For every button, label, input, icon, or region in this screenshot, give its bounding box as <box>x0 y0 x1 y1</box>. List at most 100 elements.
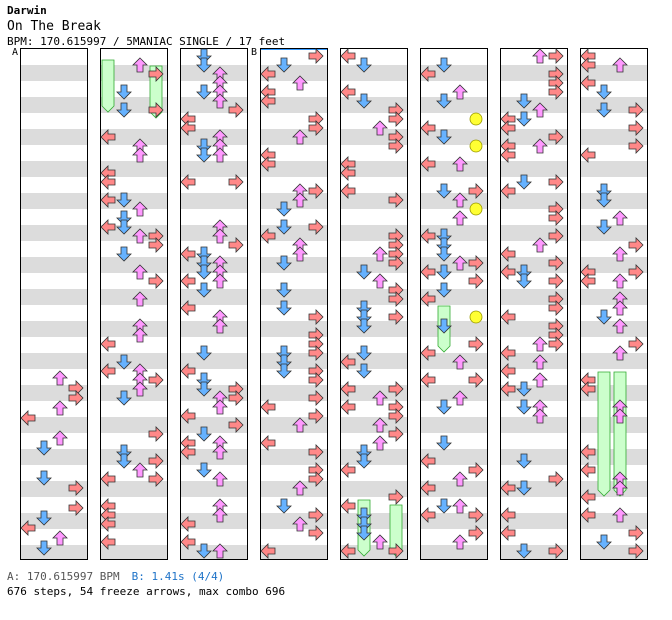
step-arrow <box>308 507 324 523</box>
step-arrow <box>116 390 132 406</box>
step-arrow <box>308 345 324 361</box>
step-arrow <box>436 318 452 334</box>
stop-marker-b: B <box>251 47 258 58</box>
step-arrow <box>340 84 356 100</box>
step-arrow <box>180 363 196 379</box>
step-arrow <box>276 201 292 217</box>
step-arrow <box>180 120 196 136</box>
step-arrow <box>276 345 292 361</box>
step-arrow <box>596 84 612 100</box>
step-arrow <box>468 255 484 271</box>
step-arrow <box>548 129 564 145</box>
step-arrow <box>612 408 628 424</box>
mine-note <box>469 112 483 126</box>
step-arrow <box>36 470 52 486</box>
step-arrow <box>388 408 404 424</box>
step-arrow <box>260 399 276 415</box>
step-arrow <box>196 345 212 361</box>
step-arrow <box>116 192 132 208</box>
step-arrow <box>260 543 276 559</box>
step-arrow <box>292 129 308 145</box>
step-arrow <box>52 430 68 446</box>
step-arrow <box>340 165 356 181</box>
step-arrow <box>468 462 484 478</box>
step-arrow <box>420 480 436 496</box>
step-arrow <box>276 498 292 514</box>
mine-note <box>469 139 483 153</box>
freeze-arrow <box>597 371 611 497</box>
step-arrow <box>468 273 484 289</box>
step-arrow <box>548 543 564 559</box>
step-arrow <box>36 540 52 556</box>
step-arrow <box>196 282 212 298</box>
step-arrow <box>308 408 324 424</box>
step-arrow <box>308 183 324 199</box>
step-arrow <box>356 57 372 73</box>
step-arrow <box>612 507 628 523</box>
step-arrow <box>516 93 532 109</box>
step-arrow <box>292 75 308 91</box>
step-arrow <box>436 57 452 73</box>
step-arrow <box>388 543 404 559</box>
step-arrow <box>212 318 228 334</box>
step-arrow <box>516 381 532 397</box>
step-arrow <box>148 66 164 82</box>
step-arrow <box>292 417 308 433</box>
step-arrow <box>596 219 612 235</box>
step-arrow <box>388 291 404 307</box>
step-arrow <box>100 534 116 550</box>
step-arrow <box>20 520 36 536</box>
step-arrow <box>452 156 468 172</box>
step-arrow <box>116 453 132 469</box>
footer-stats: 676 steps, 54 freeze arrows, max combo 6… <box>7 585 286 598</box>
step-arrow <box>228 417 244 433</box>
step-arrow <box>196 147 212 163</box>
step-arrow <box>212 543 228 559</box>
step-arrow <box>228 237 244 253</box>
chart-column-1 <box>20 48 88 560</box>
step-arrow <box>308 48 324 64</box>
step-arrow <box>276 363 292 379</box>
step-arrow <box>596 102 612 118</box>
footer-bpm: A: 170.615997 BPM <box>7 570 120 583</box>
step-arrow <box>532 138 548 154</box>
step-arrow <box>500 480 516 496</box>
step-arrow <box>132 201 148 217</box>
step-arrow <box>228 102 244 118</box>
step-arrow <box>548 255 564 271</box>
footer-timing: A: 170.615997 BPM B: 1.41s (4/4) <box>7 570 224 583</box>
step-arrow <box>628 264 644 280</box>
step-arrow <box>292 480 308 496</box>
step-arrow <box>532 354 548 370</box>
step-arrow <box>196 57 212 73</box>
step-arrow <box>500 345 516 361</box>
step-arrow <box>436 129 452 145</box>
step-arrow <box>500 246 516 262</box>
step-arrow <box>356 318 372 334</box>
step-arrow <box>548 471 564 487</box>
step-arrow <box>52 530 68 546</box>
mine-note <box>469 310 483 324</box>
step-arrow <box>196 264 212 280</box>
step-arrow <box>212 471 228 487</box>
step-arrow <box>612 246 628 262</box>
step-arrow <box>148 237 164 253</box>
step-arrow <box>180 273 196 289</box>
step-arrow <box>516 273 532 289</box>
step-arrow <box>356 444 372 460</box>
step-arrow <box>212 228 228 244</box>
step-arrow <box>260 228 276 244</box>
step-arrow <box>260 66 276 82</box>
step-arrow <box>500 363 516 379</box>
step-arrow <box>116 210 132 226</box>
step-arrow <box>436 183 452 199</box>
step-arrow <box>548 210 564 226</box>
step-arrow <box>388 111 404 127</box>
step-arrow <box>356 309 372 325</box>
step-arrow <box>452 354 468 370</box>
step-arrow <box>596 192 612 208</box>
step-arrow <box>308 390 324 406</box>
step-arrow <box>548 300 564 316</box>
step-arrow <box>116 102 132 118</box>
step-arrow <box>116 354 132 370</box>
